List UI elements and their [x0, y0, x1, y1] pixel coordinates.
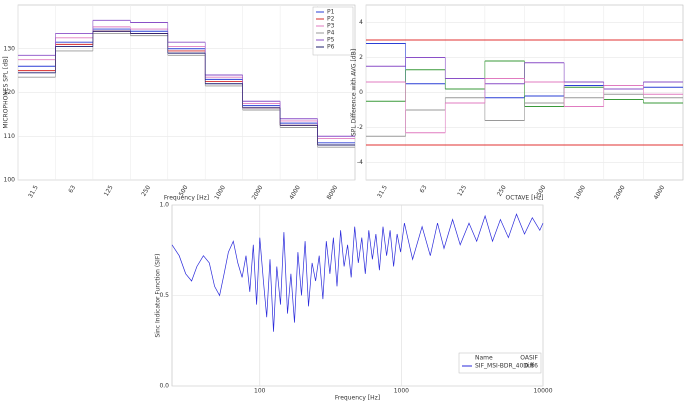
x-tick-label: 4000 [288, 184, 302, 201]
x-tick-label: 250 [496, 184, 508, 198]
y-tick-label: -4 [357, 159, 363, 166]
x-axis-label: Frequency [Hz] [164, 195, 209, 202]
y-axis-label: MICROPHONES SPL [dB] [3, 56, 10, 128]
legend-label: P6 [327, 44, 335, 51]
legend-label: P4 [327, 30, 335, 37]
x-tick-label: 1000 [394, 388, 409, 395]
x-tick-label: 1000 [213, 184, 227, 201]
y-tick-label: 0.0 [159, 383, 169, 390]
legend-label: P2 [327, 16, 335, 23]
x-tick-label: 8000 [326, 184, 340, 201]
legend-box [458, 352, 542, 374]
x-tick-label: 63 [419, 184, 429, 194]
legend-value: 0.86 [525, 363, 539, 370]
y-axis-label: SPL Difference with AVG [dB] [351, 49, 358, 136]
x-tick-label: 1000 [573, 184, 587, 201]
x-tick-label: 250 [140, 184, 152, 198]
x-tick-label: 63 [67, 184, 77, 194]
x-tick-label: 2000 [251, 184, 265, 201]
x-axis-label: OCTAVE [Hz] [506, 195, 544, 202]
x-tick-label: 500 [178, 184, 190, 198]
legend-label: P3 [327, 23, 335, 30]
legend-box [312, 6, 354, 56]
y-tick-label: 100 [4, 177, 16, 184]
x-tick-label: 31.5 [27, 184, 40, 199]
x-tick-label: 500 [536, 184, 548, 198]
y-tick-label: 120 [4, 89, 16, 96]
legend-header: Name [475, 355, 493, 362]
x-tick-label: 125 [103, 184, 115, 198]
legend-label: SIF_MSI-BDR_40Diff [475, 363, 535, 370]
legend-label: P1 [327, 9, 335, 16]
y-tick-label: 1.0 [159, 202, 169, 209]
y-tick-label: 110 [4, 133, 16, 140]
y-tick-label: 0 [359, 89, 363, 96]
x-tick-label: 100 [254, 388, 266, 395]
y-tick-label: -2 [357, 124, 363, 131]
x-tick-label: 125 [456, 184, 468, 198]
series-line [171, 213, 544, 332]
x-axis-label: Frequency [Hz] [335, 395, 380, 402]
legend-label: P5 [327, 37, 335, 44]
x-tick-label: 2000 [613, 184, 627, 201]
x-tick-label: 10000 [533, 388, 552, 395]
y-tick-label: 4 [359, 19, 363, 26]
y-axis-label: Sinc Indicator Function (SIF) [155, 253, 162, 337]
y-tick-label: 2 [359, 54, 363, 61]
x-tick-label: 31.5 [376, 184, 389, 199]
x-tick-label: 4000 [653, 184, 667, 201]
legend-header: OASIF [520, 355, 538, 362]
y-tick-label: 0.5 [159, 292, 169, 299]
y-tick-label: 130 [4, 45, 16, 52]
